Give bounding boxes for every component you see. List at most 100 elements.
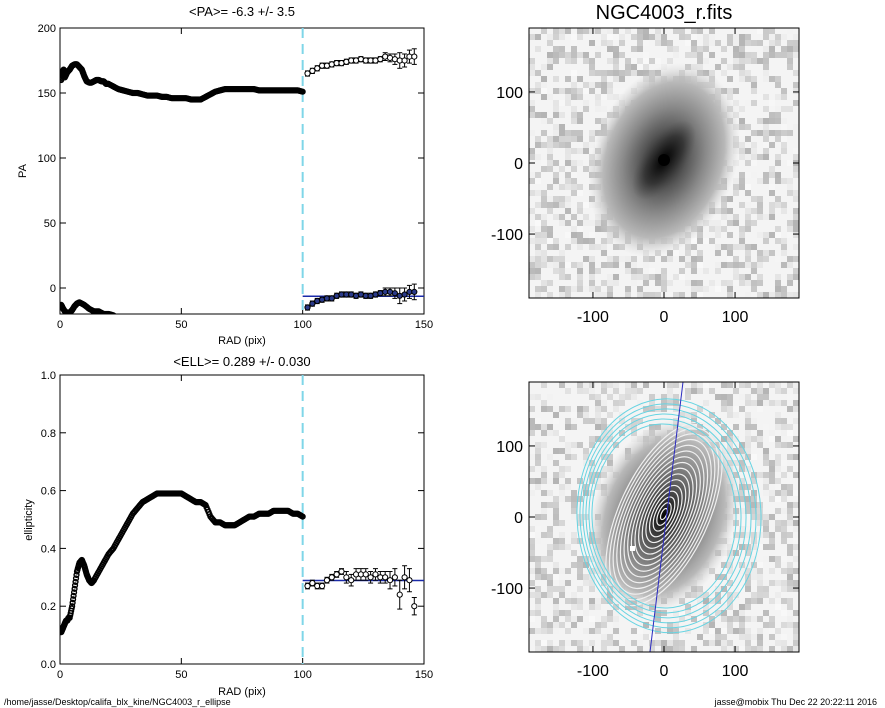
noise-pixel bbox=[739, 280, 745, 286]
noise-pixel bbox=[535, 526, 541, 532]
noise-pixel bbox=[535, 448, 541, 454]
noise-pixel bbox=[739, 76, 745, 82]
noise-pixel bbox=[781, 490, 787, 496]
x-tick-label: 0 bbox=[57, 669, 63, 681]
noise-pixel bbox=[775, 178, 781, 184]
noise-pixel bbox=[721, 646, 727, 652]
noise-pixel bbox=[529, 238, 535, 244]
noise-pixel bbox=[571, 166, 577, 172]
noise-pixel bbox=[547, 64, 553, 70]
noise-pixel bbox=[559, 538, 565, 544]
noise-pixel bbox=[553, 256, 559, 262]
noise-pixel bbox=[709, 52, 715, 58]
galaxy-image-title: NGC4003_r.fits bbox=[596, 2, 733, 24]
noise-pixel bbox=[571, 160, 577, 166]
noise-pixel bbox=[601, 76, 607, 82]
noise-pixel bbox=[571, 82, 577, 88]
noise-pixel bbox=[559, 436, 565, 442]
noise-pixel bbox=[685, 52, 691, 58]
noise-pixel bbox=[613, 76, 619, 82]
noise-pixel bbox=[589, 220, 595, 226]
noise-pixel bbox=[607, 28, 613, 34]
noise-pixel bbox=[775, 382, 781, 388]
noise-pixel bbox=[781, 418, 787, 424]
noise-pixel bbox=[607, 424, 613, 430]
noise-pixel bbox=[781, 586, 787, 592]
noise-pixel bbox=[547, 592, 553, 598]
noise-pixel bbox=[769, 556, 775, 562]
noise-pixel bbox=[529, 178, 535, 184]
x-tick-label: 50 bbox=[175, 319, 187, 331]
noise-pixel bbox=[733, 184, 739, 190]
noise-pixel bbox=[781, 472, 787, 478]
data-point bbox=[299, 513, 306, 520]
noise-pixel bbox=[721, 208, 727, 214]
x-tick-label: 100 bbox=[722, 663, 749, 680]
isophote-ellipse bbox=[634, 467, 694, 561]
noise-pixel bbox=[781, 646, 787, 652]
noise-pixel bbox=[559, 568, 565, 574]
noise-pixel bbox=[739, 178, 745, 184]
noise-pixel bbox=[751, 592, 757, 598]
pa-plot-ylabel: PA bbox=[17, 163, 29, 178]
noise-pixel bbox=[595, 412, 601, 418]
noise-pixel bbox=[529, 172, 535, 178]
noise-pixel bbox=[535, 112, 541, 118]
noise-pixel bbox=[619, 76, 625, 82]
noise-pixel bbox=[775, 484, 781, 490]
noise-pixel bbox=[685, 280, 691, 286]
noise-pixel bbox=[559, 586, 565, 592]
noise-pixel bbox=[727, 244, 733, 250]
noise-pixel bbox=[559, 286, 565, 292]
noise-pixel bbox=[559, 46, 565, 52]
noise-pixel bbox=[775, 286, 781, 292]
noise-pixel bbox=[763, 118, 769, 124]
noise-pixel bbox=[541, 214, 547, 220]
noise-pixel bbox=[775, 388, 781, 394]
noise-pixel bbox=[691, 382, 697, 388]
noise-pixel bbox=[763, 394, 769, 400]
noise-pixel bbox=[781, 400, 787, 406]
y-tick-label: 0.4 bbox=[41, 543, 56, 555]
noise-pixel bbox=[763, 232, 769, 238]
noise-pixel bbox=[661, 40, 667, 46]
noise-pixel bbox=[601, 424, 607, 430]
noise-pixel bbox=[727, 598, 733, 604]
noise-pixel bbox=[637, 28, 643, 34]
noise-pixel bbox=[727, 232, 733, 238]
noise-pixel bbox=[541, 130, 547, 136]
noise-pixel bbox=[613, 406, 619, 412]
noise-pixel bbox=[727, 400, 733, 406]
noise-pixel bbox=[601, 634, 607, 640]
data-point bbox=[401, 57, 408, 64]
noise-pixel bbox=[535, 46, 541, 52]
noise-pixel bbox=[565, 616, 571, 622]
noise-pixel bbox=[751, 634, 757, 640]
noise-pixel bbox=[649, 646, 655, 652]
noise-pixel bbox=[751, 496, 757, 502]
noise-pixel bbox=[529, 64, 535, 70]
noise-pixel bbox=[757, 232, 763, 238]
noise-pixel bbox=[595, 244, 601, 250]
noise-pixel bbox=[601, 292, 607, 298]
noise-pixel bbox=[727, 76, 733, 82]
data-point bbox=[333, 571, 340, 578]
noise-pixel bbox=[595, 226, 601, 232]
noise-pixel bbox=[733, 214, 739, 220]
noise-pixel bbox=[751, 58, 757, 64]
noise-pixel bbox=[571, 262, 577, 268]
noise-pixel bbox=[727, 556, 733, 562]
noise-pixel bbox=[787, 442, 793, 448]
noise-pixel bbox=[529, 490, 535, 496]
noise-pixel bbox=[547, 166, 553, 172]
noise-pixel bbox=[787, 502, 793, 508]
noise-pixel bbox=[793, 634, 799, 640]
noise-pixel bbox=[571, 604, 577, 610]
noise-pixel bbox=[793, 148, 799, 154]
noise-pixel bbox=[715, 586, 721, 592]
noise-pixel bbox=[787, 568, 793, 574]
noise-pixel bbox=[745, 292, 751, 298]
noise-pixel bbox=[583, 550, 589, 556]
noise-pixel bbox=[769, 496, 775, 502]
noise-pixel bbox=[781, 124, 787, 130]
